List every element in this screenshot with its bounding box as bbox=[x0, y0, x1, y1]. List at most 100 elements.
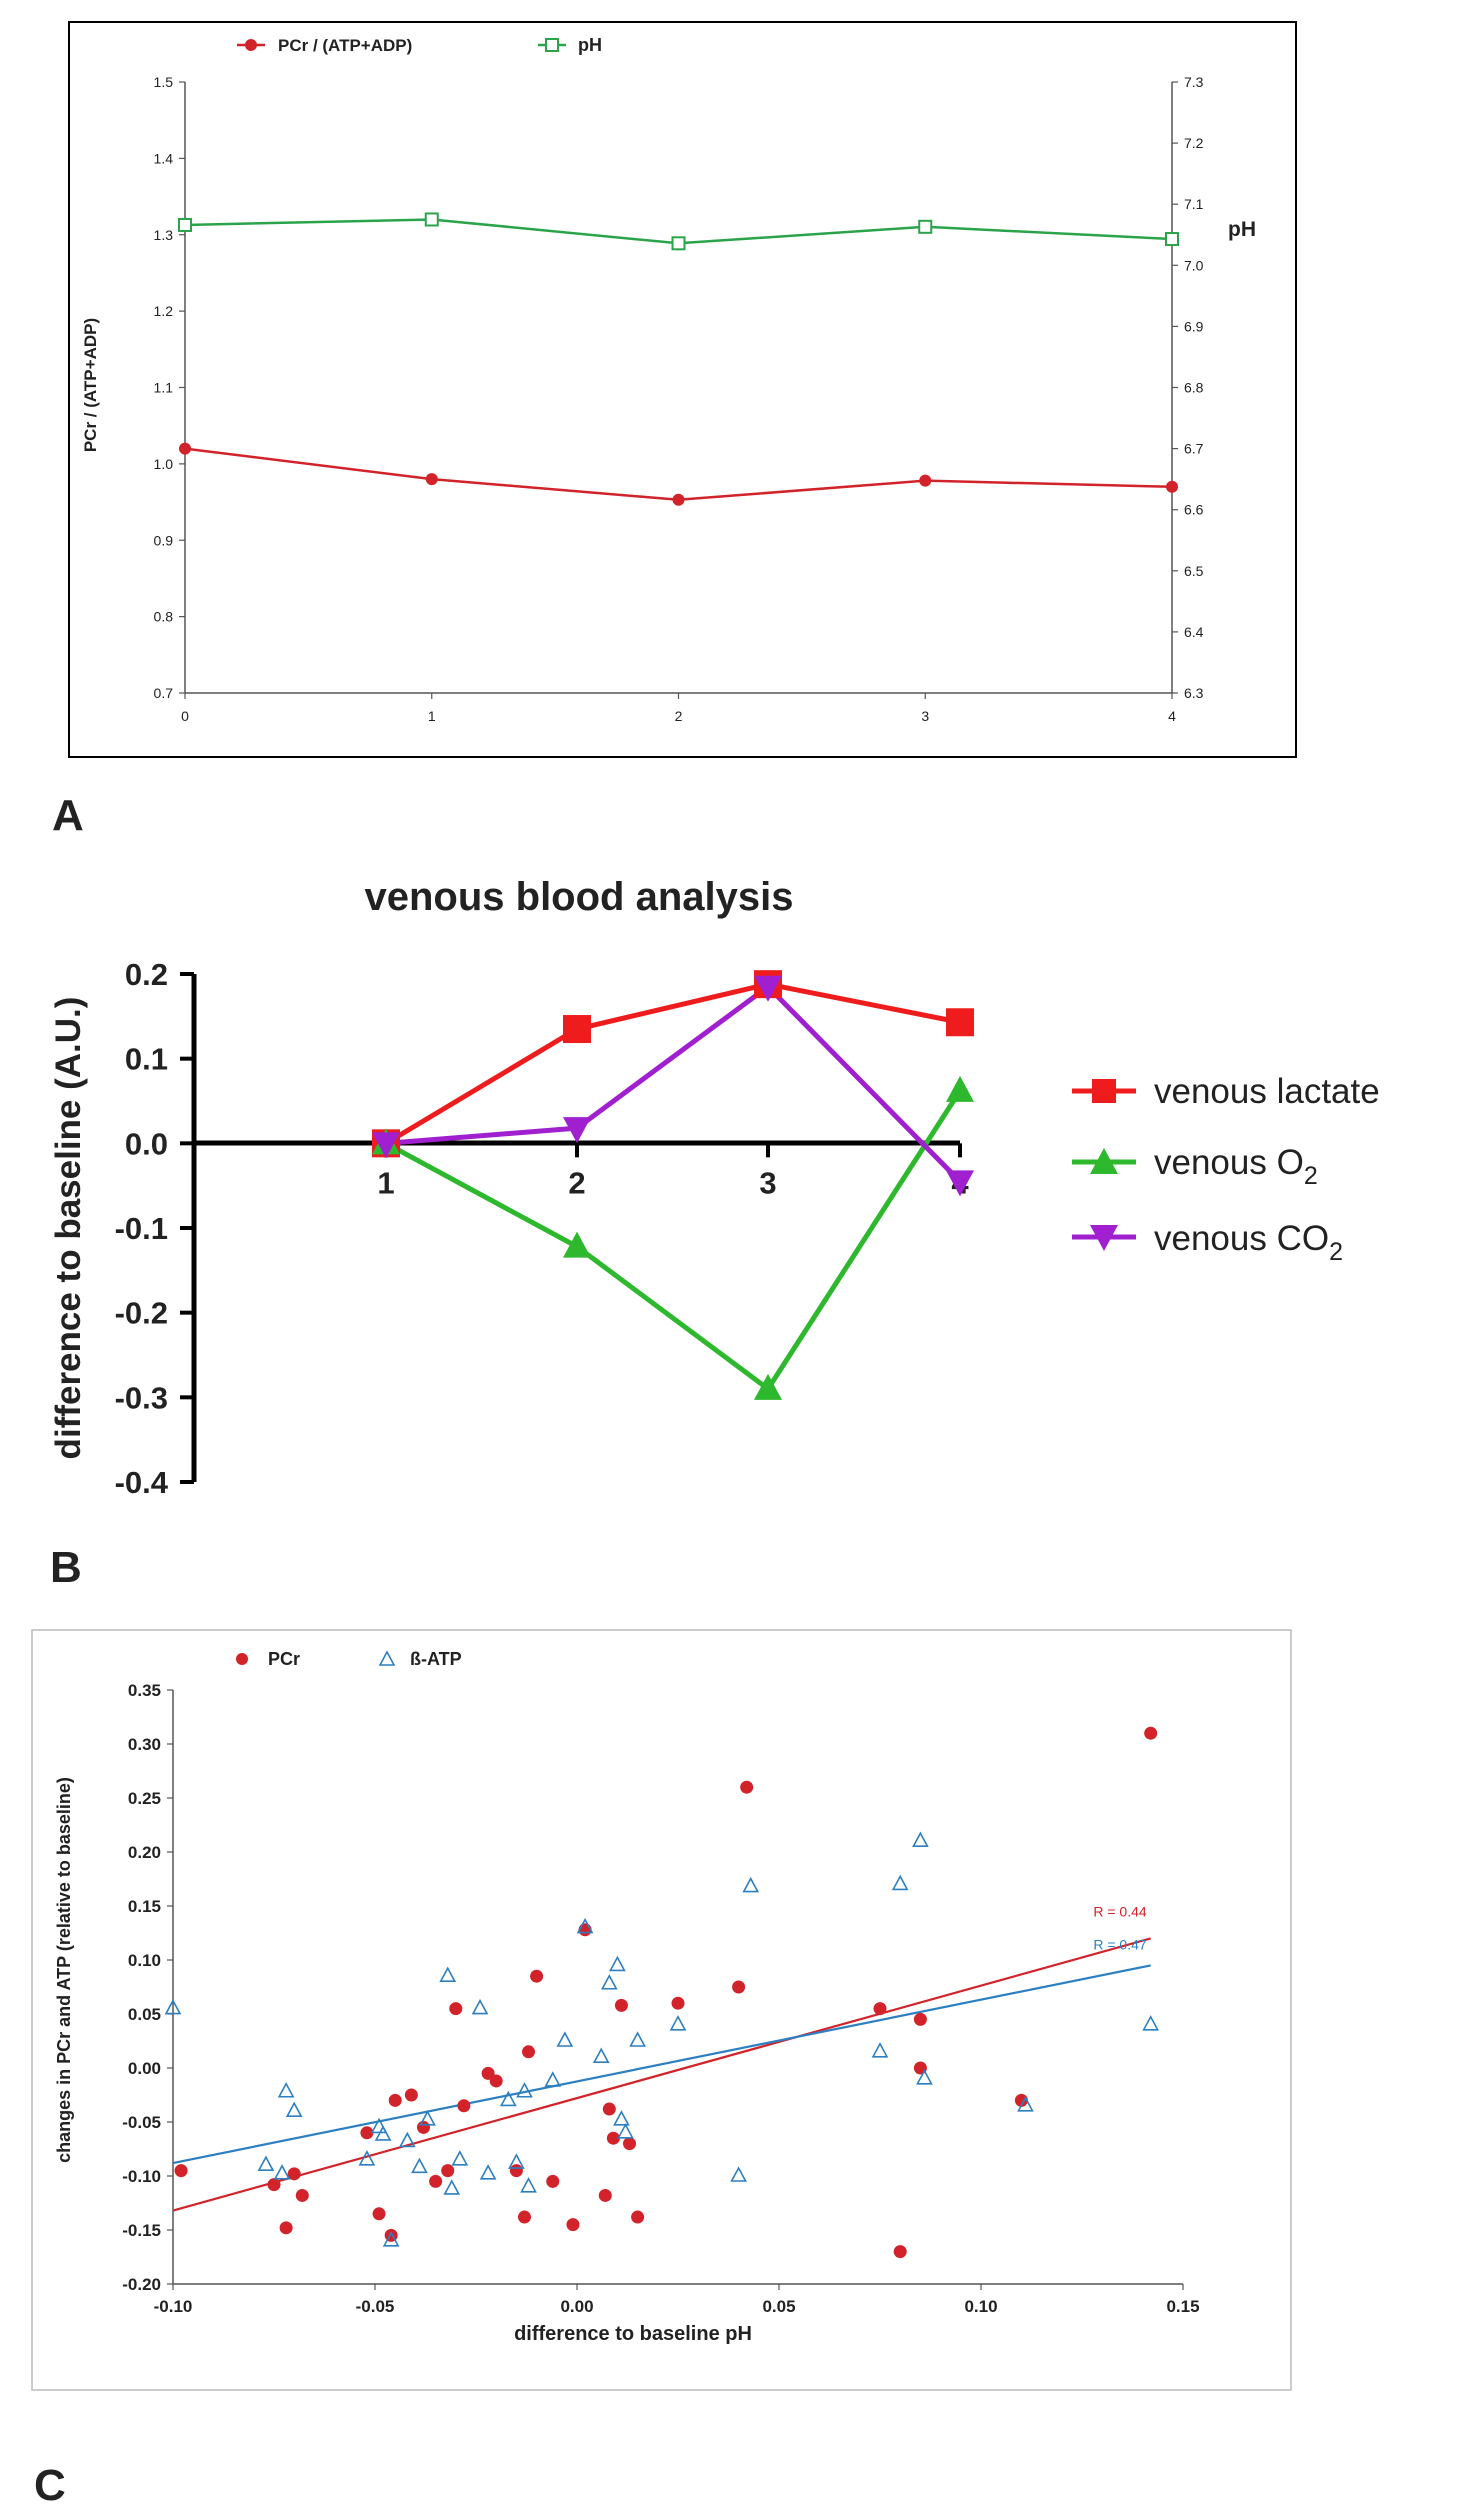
b-o2-point bbox=[946, 1075, 974, 1102]
a-right-tick-label: 6.4 bbox=[1184, 624, 1204, 640]
c-pcr-point bbox=[578, 1923, 592, 1937]
b-y-tick-label: 0.0 bbox=[125, 1126, 168, 1161]
legend-o2-marker bbox=[1090, 1148, 1118, 1174]
c-atp-fit-line bbox=[172, 1964, 1151, 2165]
panel-c: changes in PCr and ATP (relative to base… bbox=[31, 1629, 1292, 2391]
panel-a-left-axis-label: PCr / (ATP+ADP) bbox=[81, 318, 100, 452]
panel-a-letter: A bbox=[52, 791, 84, 840]
b-x-tick-label: 1 bbox=[377, 1165, 394, 1200]
panel-c-x-axis-label: difference to baseline pH bbox=[514, 2323, 752, 2345]
c-atp-point bbox=[382, 2231, 400, 2247]
c-pcr-point bbox=[429, 2174, 443, 2188]
c-pcr-point bbox=[732, 1980, 746, 1994]
panel-a-ticks: 0.7 0.8 0.9 1.0 1.1 1.2 1.3 1.4 1.5 6.3 6.4 6.5 6.6 6… bbox=[154, 74, 1204, 724]
b-co2-line bbox=[385, 984, 962, 1184]
panel-c-y-axis-label: changes in PCr and ATP (relative to base… bbox=[54, 1777, 74, 2163]
legend-c-atp-label: ß-ATP bbox=[410, 1649, 462, 1669]
a-x-tick-label: 3 bbox=[921, 708, 929, 724]
c-atp-point bbox=[916, 2069, 933, 2085]
c-atp-point bbox=[471, 1998, 489, 2015]
c-x-tick-label: -0.10 bbox=[154, 2297, 193, 2316]
a-left-tick-label: 1.5 bbox=[154, 74, 174, 90]
c-y-tick-label: 0.05 bbox=[128, 2005, 161, 2024]
c-pcr-point bbox=[606, 2131, 620, 2145]
c-pcr-point bbox=[404, 2088, 418, 2102]
a-right-tick-label: 6.6 bbox=[1184, 502, 1204, 518]
legend-ph-label: pH bbox=[578, 35, 602, 55]
b-lactate-line bbox=[384, 981, 961, 1146]
c-pcr-point bbox=[546, 2174, 560, 2188]
b-o2-point bbox=[563, 1231, 591, 1258]
c-pcr-point bbox=[522, 2045, 536, 2059]
c-atp-point bbox=[613, 2110, 630, 2126]
c-y-tick-label: -0.05 bbox=[122, 2113, 161, 2132]
c-atp-point bbox=[592, 2047, 610, 2063]
c-atp-point bbox=[669, 2015, 687, 2031]
c-atp-point bbox=[443, 2179, 461, 2195]
a-right-tick-label: 6.8 bbox=[1184, 380, 1204, 396]
c-pcr-point bbox=[740, 1780, 754, 1794]
b-co2-point bbox=[372, 1132, 400, 1159]
a-left-tick-label: 1.4 bbox=[154, 150, 174, 166]
c-atp-point bbox=[285, 2101, 303, 2117]
panel-b-letter: B bbox=[50, 1543, 82, 1592]
c-atp-point bbox=[370, 2117, 388, 2134]
legend-co2-marker bbox=[1090, 1225, 1118, 1251]
a-left-tick-label: 1.3 bbox=[154, 227, 174, 243]
c-atp-point bbox=[411, 2157, 428, 2174]
c-atp-point bbox=[439, 1966, 457, 1982]
b-y-tick-label: -0.2 bbox=[115, 1296, 168, 1331]
c-pcr-point bbox=[1014, 2093, 1028, 2107]
b-o2-point bbox=[754, 1373, 782, 1400]
c-y-tick-label: -0.15 bbox=[122, 2221, 161, 2240]
panel-c-fit-lines: R = 0.44 R = 0.47 bbox=[172, 1903, 1151, 2212]
a-left-tick-label: 0.7 bbox=[154, 685, 174, 701]
a-ph-point bbox=[178, 217, 192, 232]
panel-b-legend: venous lactate venous O2 venous CO2 bbox=[1072, 1072, 1380, 1266]
panel-a-right-axis-label: pH bbox=[1228, 218, 1256, 241]
c-pcr-point bbox=[372, 2207, 386, 2221]
c-y-tick-label: -0.20 bbox=[122, 2275, 161, 2294]
a-right-tick-label: 7.3 bbox=[1184, 74, 1204, 90]
c-x-tick-label: -0.05 bbox=[356, 2297, 395, 2316]
c-pcr-point bbox=[530, 1969, 544, 1983]
c-pcr-point bbox=[517, 2210, 531, 2224]
c-pcr-point bbox=[295, 2188, 309, 2202]
c-y-tick-label: 0.35 bbox=[128, 1681, 161, 1700]
c-pcr-point bbox=[623, 2137, 637, 2151]
c-atp-point bbox=[508, 2153, 525, 2169]
c-atp-point bbox=[358, 2150, 376, 2166]
c-pcr-point bbox=[598, 2188, 612, 2202]
b-co2-point bbox=[946, 1170, 974, 1197]
a-pcr-point bbox=[672, 493, 685, 506]
c-x-tick-label: 0.15 bbox=[1166, 2297, 1199, 2316]
c-atp-point bbox=[556, 2031, 574, 2047]
c-pcr-point bbox=[388, 2093, 402, 2107]
c-pcr-point bbox=[566, 2218, 580, 2232]
c-x-tick-label: 0.00 bbox=[560, 2297, 593, 2316]
a-ph-point bbox=[671, 236, 686, 251]
c-pcr-point bbox=[913, 2012, 927, 2026]
legend-ph-marker bbox=[545, 38, 559, 52]
legend-co2-name: venous CO bbox=[1154, 1219, 1329, 1258]
b-y-tick-label: -0.1 bbox=[115, 1211, 168, 1246]
panel-c-letter: C bbox=[34, 2461, 66, 2510]
c-x-tick-label: 0.10 bbox=[964, 2297, 997, 2316]
c-atp-point bbox=[871, 2042, 889, 2058]
c-pcr-point bbox=[893, 2245, 907, 2259]
c-atp-point bbox=[398, 2131, 416, 2148]
c-atp-point bbox=[479, 2164, 497, 2180]
a-x-tick-label: 0 bbox=[181, 708, 189, 724]
panel-c-frame bbox=[31, 1629, 1292, 2391]
a-pcr-point bbox=[1166, 480, 1178, 493]
a-pcr-point bbox=[425, 473, 438, 486]
panel-b: venous blood analysis difference to base… bbox=[49, 875, 1380, 1500]
legend-pcr-marker bbox=[245, 39, 257, 51]
a-left-tick-label: 1.2 bbox=[154, 303, 174, 319]
c-pcr-point bbox=[279, 2221, 293, 2235]
legend-c-pcr-label: PCr bbox=[268, 1649, 300, 1669]
c-pcr-fit-line bbox=[172, 1937, 1151, 2212]
panel-a: PCr / (ATP+ADP) pH 0.7 0.8 0.9 1.0 1.1 1.2 1.3… bbox=[68, 21, 1297, 758]
c-pcr-point bbox=[614, 1998, 628, 2012]
panel-b-y-axis-label: difference to baseline (A.U.) bbox=[49, 997, 88, 1460]
